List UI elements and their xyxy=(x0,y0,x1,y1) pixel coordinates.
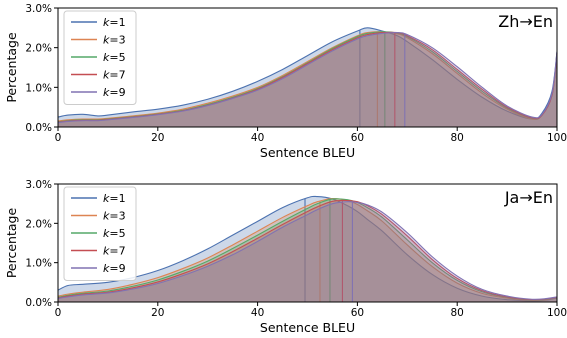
area-fill-k9 xyxy=(58,201,557,302)
x-tick-label: 0 xyxy=(55,307,62,319)
series-line-k9 xyxy=(57,31,558,124)
y-tick-label: 3.0% xyxy=(25,3,52,15)
y-tick-label: 2.0% xyxy=(25,218,52,230)
y-tick-label: 0.0% xyxy=(25,297,52,309)
x-tick-label: 40 xyxy=(251,132,264,144)
area-fill-k3 xyxy=(58,31,557,127)
legend: k=1 k=3 k=5 k=7 k=9 xyxy=(63,10,137,105)
legend-box xyxy=(63,10,137,105)
panel-title: Zh→En xyxy=(498,12,553,31)
x-tick-label: 60 xyxy=(351,132,364,144)
x-tick-label: 80 xyxy=(451,307,464,319)
x-tick-label: 100 xyxy=(547,307,567,319)
x-tick-label: 0 xyxy=(55,132,62,144)
x-tick-label: 100 xyxy=(547,132,567,144)
area-fill-k7 xyxy=(58,200,557,302)
y-tick-label: 2.0% xyxy=(25,43,52,55)
legend-label: k=9 xyxy=(103,262,126,275)
series-line-k7 xyxy=(57,199,558,301)
series-line-k9 xyxy=(57,201,558,300)
x-tick-label: 80 xyxy=(451,132,464,144)
x-axis-title: Sentence BLEU xyxy=(260,320,355,335)
series-line-k5 xyxy=(57,198,558,301)
legend-label: k=3 xyxy=(103,210,126,223)
area-fill-k9 xyxy=(58,32,557,127)
area-fill-k5 xyxy=(58,31,557,127)
x-tick-label: 20 xyxy=(151,307,164,319)
y-tick-label: 1.0% xyxy=(25,258,52,270)
series-line-k3 xyxy=(57,31,558,122)
series-line-k1 xyxy=(57,27,558,120)
series-line-k3 xyxy=(57,197,558,302)
legend-label: k=1 xyxy=(103,16,126,29)
y-tick-label: 1.0% xyxy=(25,82,52,94)
y-tick-label: 3.0% xyxy=(25,179,52,191)
legend-label: k=3 xyxy=(103,34,126,47)
legend-label: k=1 xyxy=(103,192,126,205)
x-tick-label: 20 xyxy=(151,132,164,144)
legend-box xyxy=(63,186,137,281)
legend-label: k=5 xyxy=(103,227,126,240)
area-fill-k1 xyxy=(58,27,557,127)
legend-label: k=7 xyxy=(103,69,126,82)
panel-ja-en: 0 20 40 60 80 100 0.0% 1.0% 2.0% 3.0% Sentence BLE… xyxy=(4,179,567,335)
panel-title: Ja→En xyxy=(504,188,553,207)
legend-label: k=5 xyxy=(103,51,126,64)
y-axis-title: Percentage xyxy=(4,32,19,103)
plot-frame xyxy=(57,183,558,303)
legend-label: k=7 xyxy=(103,245,126,258)
legend: k=1 k=3 k=5 k=7 k=9 xyxy=(63,186,137,281)
plot-frame xyxy=(57,7,558,128)
y-tick-label: 0.0% xyxy=(25,122,52,134)
y-axis-title: Percentage xyxy=(4,208,19,279)
area-fill-k7 xyxy=(58,32,557,127)
x-tick-label: 40 xyxy=(251,307,264,319)
x-axis-title: Sentence BLEU xyxy=(260,145,355,160)
legend-label: k=9 xyxy=(103,86,126,99)
x-tick-label: 60 xyxy=(351,307,364,319)
panel-zh-en: 0 20 40 60 80 100 0.0% 1.0% 2.0% 3.0% Sentence BLE… xyxy=(4,3,567,160)
